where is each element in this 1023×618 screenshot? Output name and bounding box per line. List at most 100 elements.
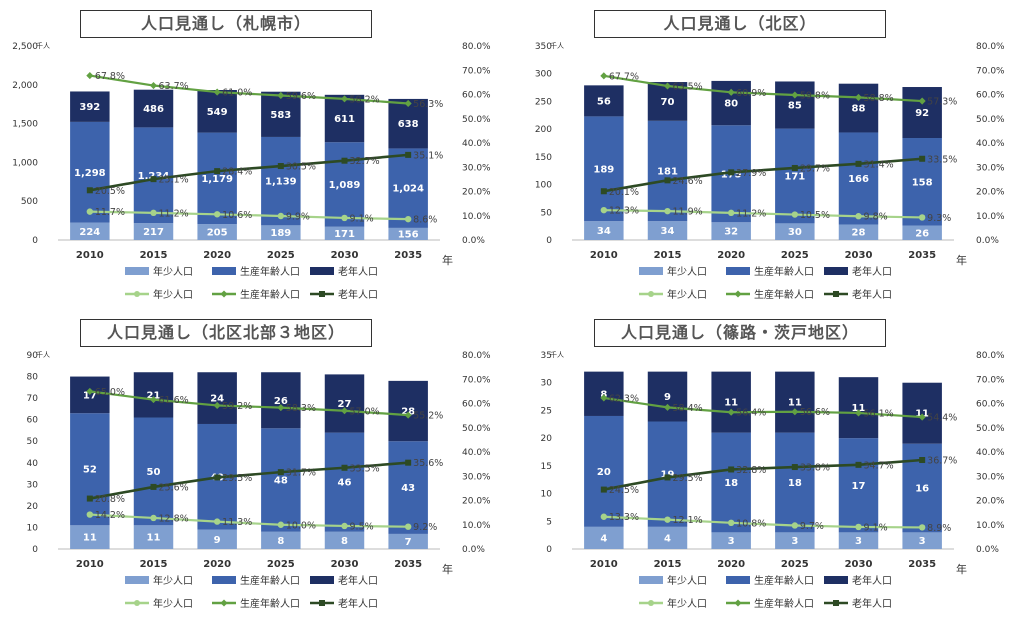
- line-value-label: 61.0%: [222, 88, 252, 99]
- legend-line-label: 生産年齢人口: [240, 288, 300, 301]
- bar-value-label: 3: [919, 536, 926, 547]
- bar-value-label: 156: [398, 229, 419, 240]
- y2-tick-label: 70.0%: [976, 66, 1005, 76]
- bar-value-label: 43: [401, 483, 415, 494]
- bar-value-label: 18: [788, 478, 802, 489]
- bar-segment: [324, 374, 365, 433]
- bar-value-label: 48: [274, 476, 288, 487]
- y-tick-label: 500: [21, 197, 38, 207]
- bar-segment: [902, 382, 942, 444]
- line-value-label: 57.3%: [927, 97, 957, 108]
- legend-line-marker: [648, 600, 654, 606]
- bar-segment: [838, 438, 879, 533]
- line-value-label: 8.6%: [413, 215, 437, 226]
- line-value-label: 67.7%: [609, 71, 639, 82]
- bar-segment: [838, 132, 879, 225]
- line-point: [919, 457, 926, 464]
- y-tick-label: 25: [541, 406, 552, 416]
- line-point: [86, 72, 94, 80]
- x-tick-label: 2025: [781, 250, 809, 261]
- bar-value-label: 80: [724, 99, 738, 110]
- x-tick-label: 2030: [331, 250, 359, 261]
- x-suffix-label: 年: [956, 562, 967, 576]
- y-tick-label: 0: [32, 236, 38, 246]
- line-point: [86, 511, 94, 518]
- bar-segment: [197, 132, 237, 225]
- y-tick-label: 5: [546, 517, 552, 527]
- line-value-label: 14.2%: [95, 510, 125, 521]
- y2-tick-label: 20.0%: [462, 188, 491, 198]
- y2-tick-label: 0.0%: [462, 236, 485, 246]
- bar-segment: [775, 432, 815, 533]
- line-value-label: 33.5%: [350, 463, 380, 474]
- y2-tick-label: 20.0%: [976, 188, 1005, 198]
- series-line: [603, 396, 923, 419]
- line-value-label: 35.1%: [413, 150, 443, 161]
- line-point: [855, 461, 862, 468]
- bar-segment: [324, 142, 365, 227]
- bar-segment: [775, 223, 815, 240]
- bar-segment: [133, 223, 174, 240]
- y-tick-label: 300: [535, 70, 552, 80]
- line-point: [341, 464, 348, 471]
- y-tick-label: 35: [541, 351, 552, 361]
- bar-segment: [261, 91, 301, 137]
- bar-value-label: 1,024: [392, 184, 424, 195]
- line-value-label: 63.7%: [159, 81, 189, 92]
- bar-value-label: 549: [207, 107, 228, 118]
- x-tick-label: 2010: [590, 250, 618, 261]
- legend-bar-label: 老年人口: [338, 265, 378, 278]
- bar-segment: [261, 428, 301, 532]
- bar-value-label: 17: [83, 390, 97, 401]
- y-tick-label: 40: [27, 459, 39, 469]
- bar-segment: [838, 83, 879, 133]
- bar-segment: [388, 98, 428, 149]
- bar-segment: [388, 227, 428, 240]
- legend-bar-label: 生産年齢人口: [754, 265, 814, 278]
- legend-line-marker: [134, 600, 140, 606]
- bar-segment: [324, 432, 365, 532]
- bar-value-label: 20: [597, 467, 611, 478]
- x-tick-label: 2010: [76, 559, 104, 570]
- bar-value-label: 3: [791, 536, 798, 547]
- bar-segment: [133, 89, 174, 128]
- y2-tick-label: 10.0%: [976, 521, 1005, 531]
- line-point: [150, 209, 157, 217]
- legend-bar-label: 老年人口: [852, 574, 892, 587]
- y-tick-label: 50: [27, 437, 39, 447]
- bar-segment: [838, 532, 879, 549]
- line-value-label: 20.8%: [95, 494, 125, 505]
- legend-line-marker: [220, 290, 228, 298]
- series-line: [89, 513, 409, 528]
- bar-value-label: 34: [661, 226, 675, 237]
- line-point: [340, 95, 349, 103]
- x-tick-label: 2020: [717, 559, 745, 570]
- bar-value-label: 217: [143, 227, 164, 238]
- x-tick-label: 2025: [267, 250, 295, 261]
- bar-segment: [324, 226, 365, 240]
- line-point: [854, 93, 863, 101]
- legend-line-label: 老年人口: [852, 597, 892, 610]
- bar-value-label: 18: [724, 478, 738, 489]
- bar-segment: [902, 87, 942, 139]
- x-tick-label: 2020: [203, 250, 231, 261]
- y-tick-label: 80: [27, 373, 39, 383]
- line-value-label: 8.9%: [927, 523, 951, 534]
- y-tick-label: 90: [27, 351, 39, 361]
- bar-segment: [711, 532, 751, 549]
- bar-segment: [902, 225, 942, 240]
- line-point: [791, 164, 798, 171]
- y2-tick-label: 70.0%: [462, 66, 491, 76]
- line-point: [214, 168, 221, 175]
- bar-value-label: 8: [277, 536, 284, 547]
- chart-title: 人口見通し（札幌市）: [80, 10, 372, 38]
- chart-kita-north-3: 人口見通し（北区北部３地区） 千人 0 10 20 30 40 50 60 70 80 90 0.0% 1…: [0, 313, 505, 618]
- line-point: [277, 163, 284, 170]
- line-point: [791, 522, 799, 529]
- y2-tick-label: 50.0%: [976, 115, 1005, 125]
- line-value-label: 28.4%: [222, 167, 252, 178]
- line-point: [86, 495, 93, 502]
- line-value-label: 35.6%: [413, 458, 443, 469]
- line-value-label: 65.0%: [95, 387, 125, 398]
- bar-value-label: 85: [788, 101, 802, 112]
